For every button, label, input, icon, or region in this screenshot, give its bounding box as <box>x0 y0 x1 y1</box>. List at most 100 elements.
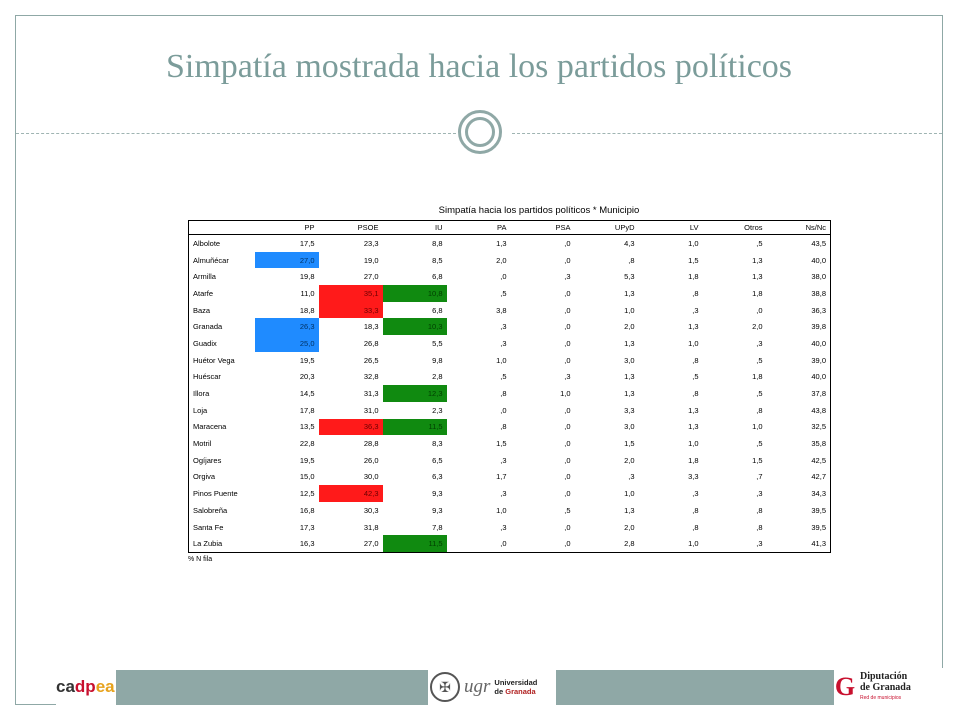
value-cell: 1,0 <box>496 505 507 515</box>
value-cell: ,3 <box>564 372 571 382</box>
value-cell: ,0 <box>564 305 571 315</box>
value-cell: 43,8 <box>766 401 831 419</box>
column-header: IU <box>382 220 447 235</box>
value-cell: 1,0 <box>496 355 507 365</box>
value-cell: 33,3 <box>318 301 383 319</box>
table-row: Motril 22,8 28,8 8,3 1,5 ,0 1,5 1,0 ,5 35,8 <box>188 435 831 452</box>
municipio-cell: Pinos Puente <box>188 485 255 502</box>
value-cell: 3,8 <box>496 305 507 315</box>
column-header: Otros <box>702 220 767 235</box>
value-cell: 39,8 <box>766 318 831 336</box>
municipio-cell: Guadix <box>188 335 255 352</box>
value-cell: 17,3 <box>299 522 315 532</box>
table-row: Guadix 25,0 26,8 5,5,3,0 1,3 1,0,3 40,0 <box>188 335 831 352</box>
value-cell: 8,3 <box>432 439 443 449</box>
municipio-cell: Huéscar <box>188 368 255 386</box>
value-cell: 12,3 <box>382 385 447 402</box>
municipio-cell: Albolote <box>188 234 255 252</box>
value-cell: 1,3 <box>496 238 507 248</box>
value-cell: 41,3 <box>766 535 831 554</box>
value-cell: 42,5 <box>766 451 831 469</box>
value-cell: ,0 <box>446 535 511 554</box>
value-cell: 1,3 <box>688 405 699 415</box>
value-cell: 32,5 <box>766 418 831 436</box>
value-cell: 1,0 <box>752 422 763 432</box>
value-cell: 35,8 <box>766 435 831 452</box>
value-cell: ,0 <box>756 305 763 315</box>
column-header: PSOE <box>318 220 383 235</box>
value-cell: 40,0 <box>766 368 831 386</box>
value-cell: ,0 <box>564 472 571 482</box>
value-cell: 1,3 <box>752 255 763 265</box>
value-cell: 9,3 <box>432 489 443 499</box>
table-row: Huéscar 20,3 32,8 2,8 ,5 ,3 1,3 ,5 1,8 40,0 <box>188 368 831 386</box>
value-cell: 19,8 <box>299 272 315 282</box>
value-cell: ,0 <box>564 439 571 449</box>
value-cell: 28,8 <box>363 439 379 449</box>
table-row: Armilla 19,8 27,0 6,8 ,0 ,3 5,3 1,8 1,3 38,0 <box>188 268 831 286</box>
value-cell: 2,0 <box>752 322 763 332</box>
value-cell: 25,0 <box>254 335 319 352</box>
value-cell: 1,5 <box>624 439 635 449</box>
value-cell: 11,5 <box>382 535 447 554</box>
value-cell: 10,8 <box>382 285 447 302</box>
value-cell: 26,8 <box>363 338 379 348</box>
value-cell: 26,0 <box>363 455 379 465</box>
value-cell: 10,3 <box>382 318 447 336</box>
crosstab-table-container: Simpatía hacia los partidos políticos * … <box>188 204 831 563</box>
value-cell: ,3 <box>692 489 699 499</box>
table-header-row: PP PSOE IU PA PSA UPyD LV Otros Ns/Nc <box>188 220 831 235</box>
title-divider-left <box>16 133 456 134</box>
header-blank <box>188 220 255 235</box>
ugr-name-line1: Universidad <box>494 678 538 687</box>
value-cell: 16,8 <box>299 505 315 515</box>
value-cell: 1,8 <box>752 372 763 382</box>
column-header: UPyD <box>574 220 639 235</box>
value-cell: ,8 <box>692 522 699 532</box>
value-cell: 38,0 <box>766 268 831 286</box>
value-cell: 3,0 <box>624 355 635 365</box>
value-cell: ,8 <box>692 505 699 515</box>
table-row: Orgiva 15,0 30,0 6,3 1,7 ,0 ,3 3,3 ,7 42,7 <box>188 468 831 486</box>
value-cell: 1,0 <box>624 489 635 499</box>
value-cell: 14,5 <box>299 389 315 399</box>
value-cell: 2,8 <box>432 372 443 382</box>
value-cell: 16,3 <box>254 535 319 554</box>
value-cell: ,3 <box>628 472 635 482</box>
value-cell: ,3 <box>702 535 767 554</box>
value-cell: ,0 <box>500 272 507 282</box>
value-cell: 36,3 <box>318 418 383 436</box>
value-cell: 23,3 <box>363 238 379 248</box>
title-divider-right <box>512 133 942 134</box>
value-cell: 2,0 <box>624 522 635 532</box>
value-cell: 13,5 <box>299 422 315 432</box>
value-cell: ,8 <box>692 355 699 365</box>
value-cell: 11,5 <box>382 418 447 436</box>
value-cell: 1,8 <box>688 455 699 465</box>
value-cell: ,8 <box>628 255 635 265</box>
table-row: Illora 14,5 31,3 12,3 ,8 1,0 1,3 ,8 ,5 37,8 <box>188 385 831 402</box>
column-header: PSA <box>510 220 575 235</box>
value-cell: 3,3 <box>688 472 699 482</box>
value-cell: ,0 <box>564 238 571 248</box>
value-cell: 3,0 <box>624 422 635 432</box>
value-cell: ,0 <box>564 522 571 532</box>
cadpea-logo: ca dp ea <box>56 668 116 706</box>
value-cell: 26,3 <box>254 318 319 336</box>
ugr-name-line2-granada: Granada <box>505 687 536 696</box>
value-cell: 32,8 <box>363 372 379 382</box>
municipio-cell: Orgiva <box>188 468 255 486</box>
municipio-cell: Baza <box>188 301 255 319</box>
value-cell: 37,8 <box>766 385 831 402</box>
value-cell: 15,0 <box>299 472 315 482</box>
value-cell: 1,3 <box>624 372 635 382</box>
value-cell: 1,0 <box>624 305 635 315</box>
value-cell: 1,5 <box>496 439 507 449</box>
value-cell: 1,0 <box>688 338 699 348</box>
municipio-cell: Salobreña <box>188 502 255 519</box>
value-cell: ,0 <box>564 489 571 499</box>
value-cell: ,8 <box>500 389 507 399</box>
value-cell: ,0 <box>564 422 571 432</box>
value-cell: ,3 <box>500 338 507 348</box>
value-cell: ,5 <box>692 372 699 382</box>
